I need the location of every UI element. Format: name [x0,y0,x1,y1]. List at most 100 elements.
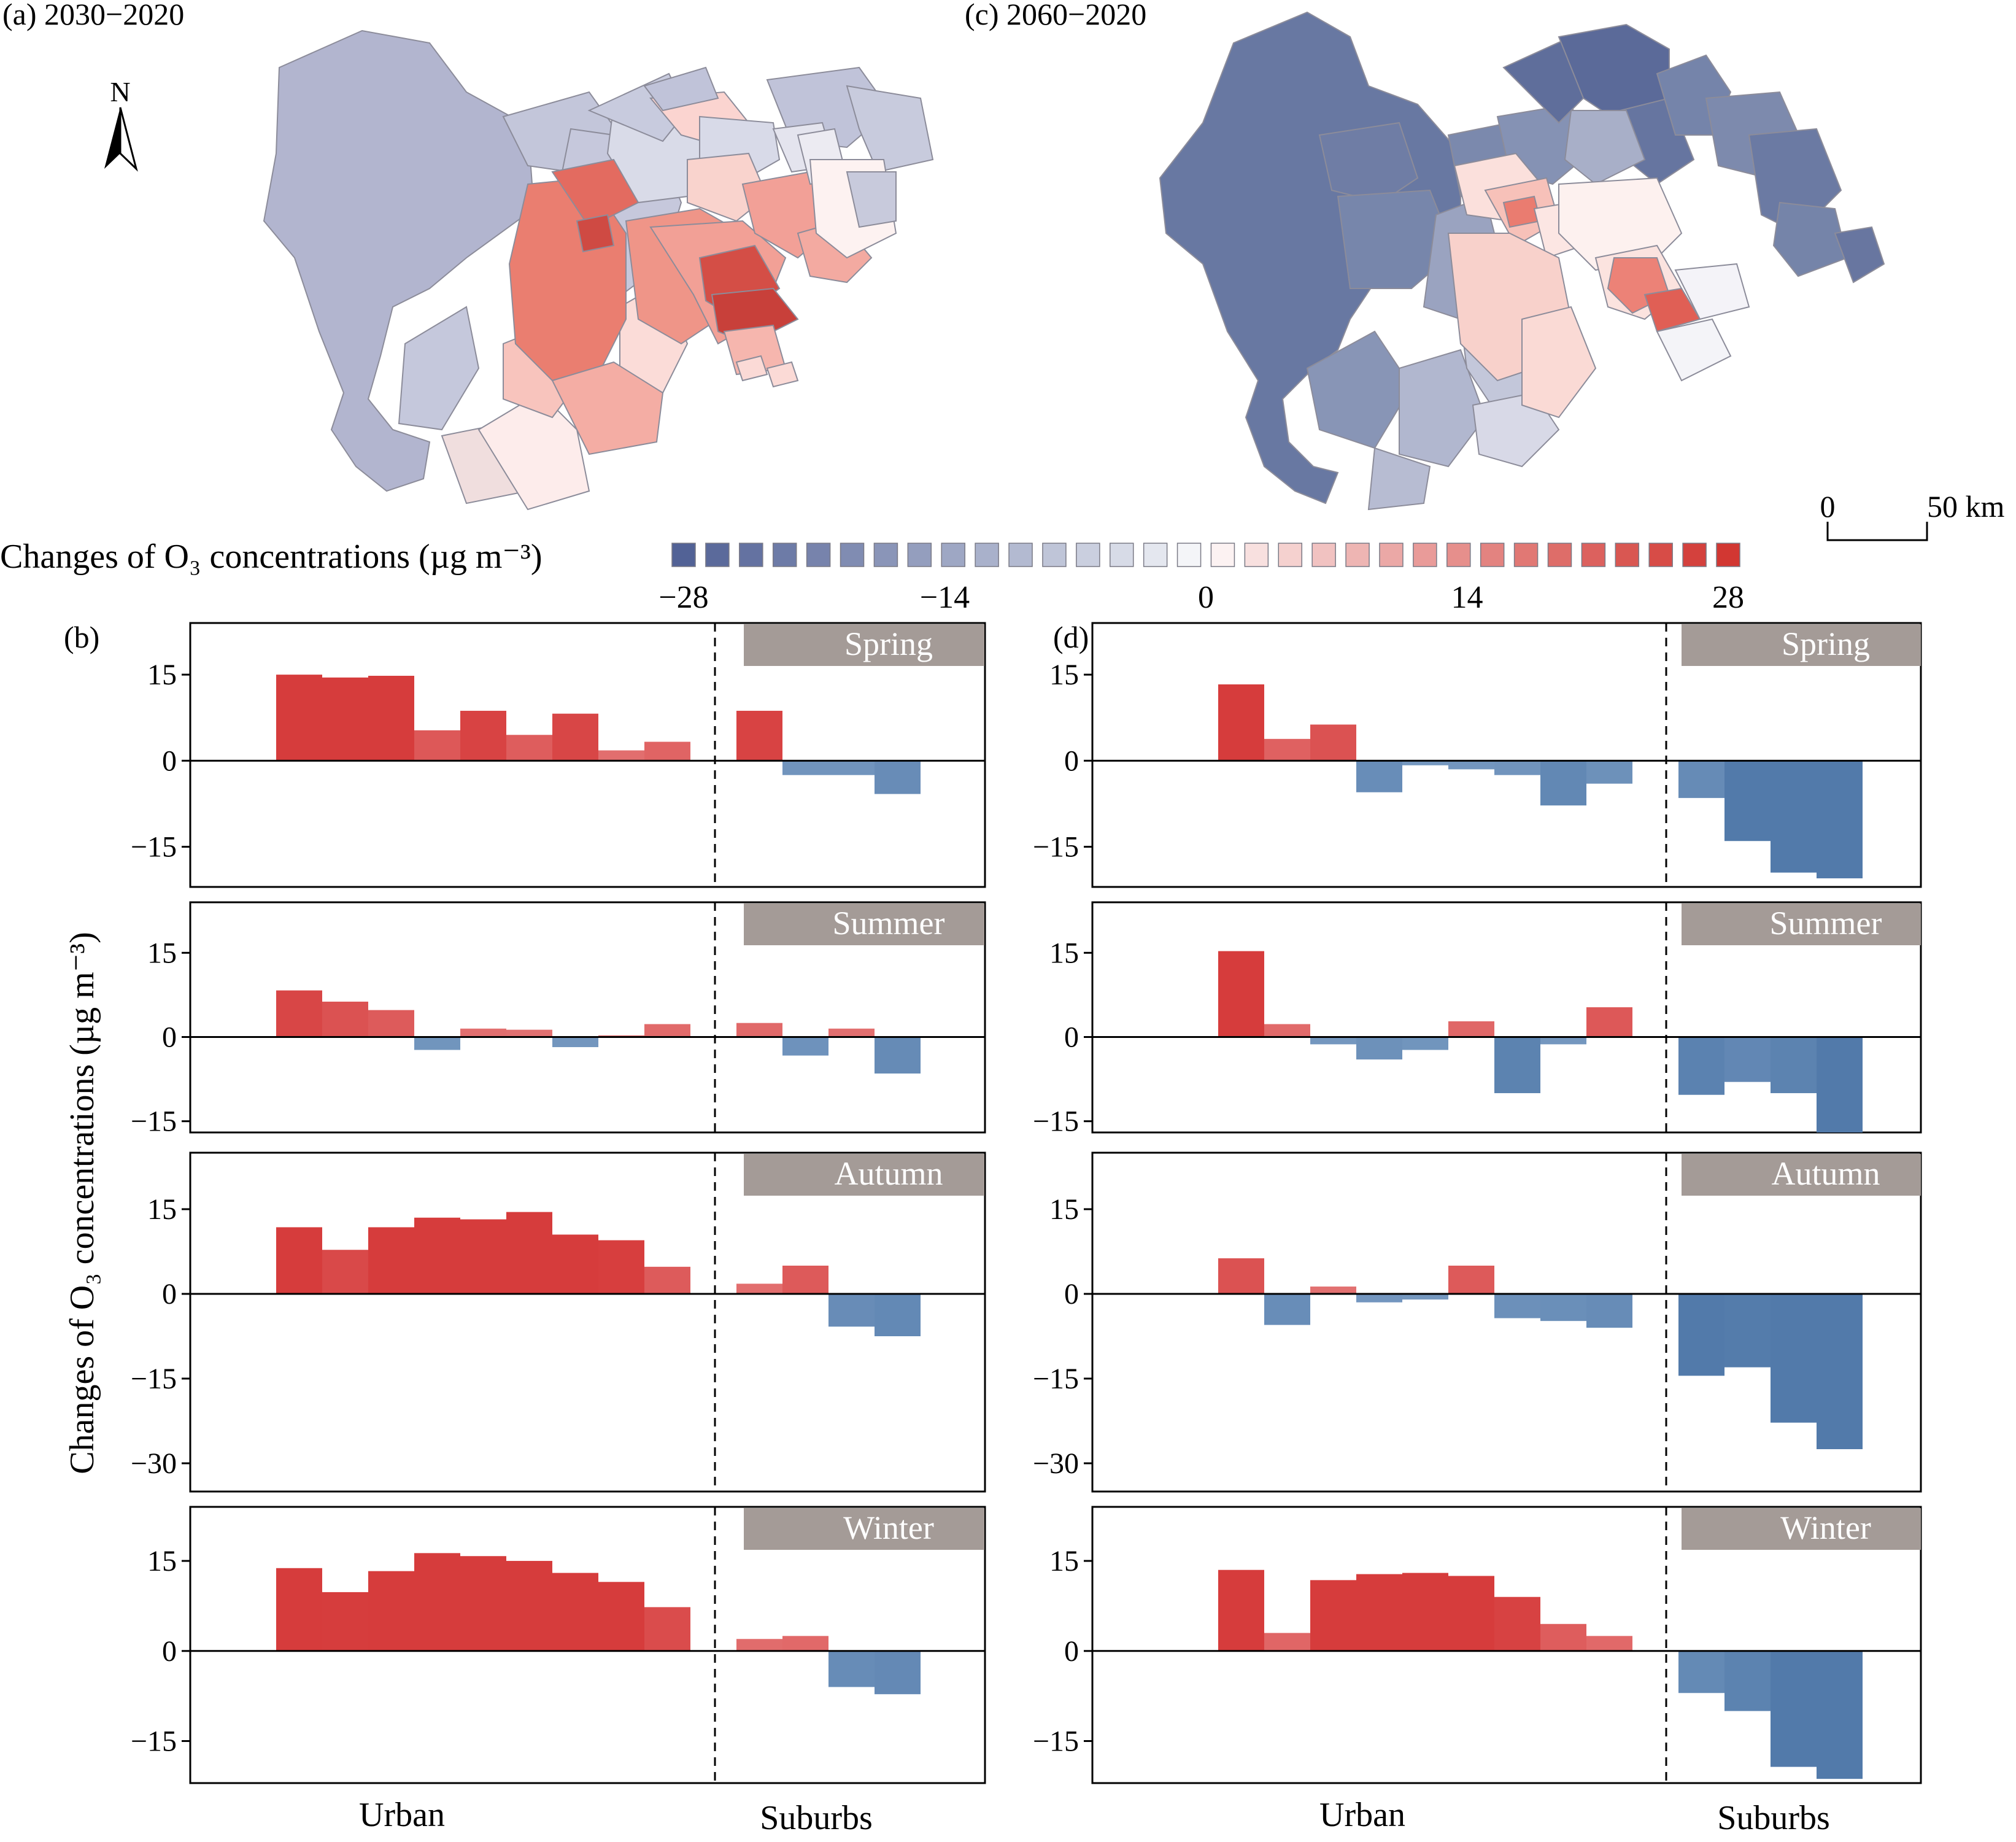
bar-urban [1264,738,1310,761]
bar-urban [1494,1596,1540,1651]
bar-urban [644,1024,690,1037]
colorbar-swatch [1446,543,1471,567]
season-badge [744,624,984,666]
bar-urban [598,1240,644,1294]
bar-urban [414,730,460,761]
scale-bar: 0 50 km [1820,489,2005,541]
colorbar-swatch [1480,543,1505,567]
colorbar-swatch [1176,543,1202,567]
y-tick-label: −15 [1033,1105,1079,1138]
chart-d-label: (d) [1053,620,1089,654]
bar-urban [552,1234,598,1294]
facet-frame [189,901,986,1134]
bar-urban [414,1553,460,1651]
colorbar-tick-label: 14 [1451,580,1483,615]
bar-urban [1448,1021,1494,1037]
colorbar-swatch [1109,543,1134,567]
bar-urban [1586,1007,1632,1037]
bar-suburbs [1817,1650,1863,1779]
bar-urban [460,1219,506,1294]
y-tick-label: 15 [1049,659,1079,691]
bar-urban [552,1573,598,1651]
facet-frame [1091,1151,1922,1493]
season-badge [744,904,984,945]
y-tick-label: 0 [1064,1635,1079,1668]
bar-suburbs [1724,1294,1771,1368]
season-badge [744,1154,984,1196]
bar-urban [1540,1037,1586,1045]
bar-urban [1356,1574,1402,1651]
colorbar-swatch [975,543,999,567]
bar-urban [506,735,552,761]
bar-urban [598,1582,644,1651]
colorbar-swatch [1682,543,1707,567]
season-badge [744,1508,984,1550]
bar-urban [322,1592,368,1651]
chart-b-label: (b) [64,620,99,654]
bar-urban [1448,1266,1494,1294]
group-label-urban-b: Urban [359,1796,445,1834]
bar-urban [1264,1633,1310,1651]
colorbar-ticks: −28 −14 0 14 28 [658,580,1744,615]
bar-urban [322,1001,368,1037]
facet-winter: 15 0 −15 Winter [131,1506,986,1784]
y-tick-label: 15 [147,659,177,691]
y-tick-label: 15 [147,937,177,969]
bar-urban [1494,1294,1540,1318]
colorbar-swatch [1513,543,1539,567]
colorbar-swatch [772,543,797,567]
bar-urban [1448,760,1494,770]
colorbar-swatch [1008,543,1033,567]
bar-suburbs [736,1283,782,1294]
bar-urban [1448,1576,1494,1651]
bar-urban [506,1561,552,1651]
facet-autumn: 15 0 −15 −30 Autumn [1033,1151,1922,1493]
bar-urban [1402,760,1448,765]
bar-urban [276,1227,322,1294]
bar-suburbs [828,1028,875,1037]
bar-suburbs [875,1294,921,1336]
y-tick-label: −30 [131,1447,177,1480]
bar-suburbs [736,711,782,761]
bar-suburbs [1678,1650,1724,1693]
bar-suburbs [1771,760,1817,873]
colorbar-swatch [806,543,831,567]
colorbar-swatch [1076,543,1100,567]
colorbar-swatch [671,543,696,567]
bar-urban [1310,1037,1356,1045]
y-tick-label: −15 [131,831,177,864]
bar-suburbs [875,760,921,794]
bar-urban [1218,1258,1264,1294]
bar-urban [644,1266,690,1294]
bar-urban [506,1029,552,1037]
bar-urban [1264,1024,1310,1037]
colorbar-swatch [1210,543,1235,567]
bar-urban [1540,760,1586,806]
group-label-suburbs-d: Suburbs [1717,1799,1830,1837]
colorbar-swatch [1311,543,1336,567]
bar-suburbs [1724,1037,1771,1082]
group-label-suburbs-b: Suburbs [760,1799,873,1837]
bar-urban [1356,760,1402,792]
bar-urban [460,1028,506,1037]
bar-urban [1310,1580,1356,1651]
season-badge [1682,1508,1921,1550]
bar-urban [552,713,598,761]
y-tick-label: 15 [147,1193,177,1226]
y-tick-label: −30 [1033,1447,1079,1480]
y-tick-label: −15 [1033,1725,1079,1758]
bar-urban [322,677,368,761]
y-tick-label: 15 [1049,937,1079,969]
season-label: Autumn [1771,1155,1880,1192]
bar-suburbs [875,1650,921,1695]
chart-panel-b: 150−15Spring150−15Summer150−15−30Autumn1… [131,622,986,1784]
facet-spring: 15 0 −15 Spring [131,622,986,888]
bar-urban [1218,951,1264,1037]
y-axis-label: Changes of O₃ concentrations (µg m⁻³) [63,932,101,1474]
colorbar-tick-label: −14 [920,580,970,615]
map-2030-2020 [263,29,934,511]
y-tick-label: 15 [1049,1193,1079,1226]
bar-suburbs [782,760,828,775]
colorbar-swatch [1379,543,1404,567]
y-tick-label: 0 [1064,745,1079,777]
